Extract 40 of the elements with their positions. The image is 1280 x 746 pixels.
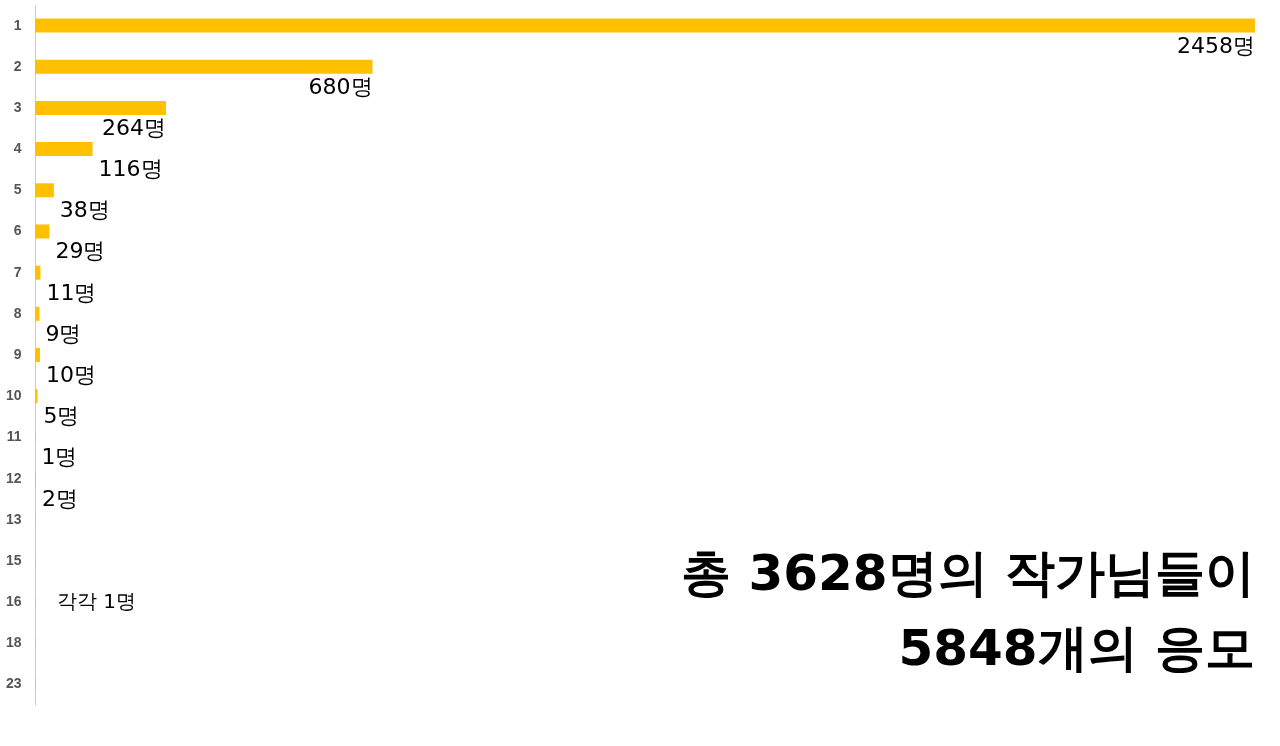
y-tick-label: 9 bbox=[13, 346, 22, 362]
data-label: 1명 bbox=[41, 444, 78, 470]
data-label: 2458명 bbox=[1177, 32, 1255, 58]
data-label: 10명 bbox=[45, 362, 96, 387]
bar bbox=[35, 183, 54, 198]
y-tick-label: 1 bbox=[13, 16, 22, 33]
y-tick-label: 7 bbox=[13, 263, 22, 280]
y-tick-label: 10 bbox=[5, 387, 22, 404]
data-label: 680명 bbox=[308, 73, 373, 99]
bar bbox=[35, 348, 40, 362]
bar bbox=[35, 59, 373, 74]
y-tick-label: 23 bbox=[5, 675, 22, 692]
y-tick-label: 15 bbox=[5, 551, 22, 568]
bar bbox=[35, 18, 1255, 33]
bar bbox=[35, 265, 41, 280]
data-label: 29명 bbox=[55, 238, 106, 264]
y-tick-label: 5 bbox=[13, 181, 22, 198]
y-tick-label: 11 bbox=[6, 428, 22, 445]
data-label: 2명 bbox=[41, 485, 78, 511]
y-tick-label: 18 bbox=[5, 634, 22, 651]
data-label: 264명 bbox=[102, 114, 167, 140]
bar bbox=[35, 100, 167, 115]
y-tick-label: 12 bbox=[5, 469, 22, 486]
y-tick-label: 3 bbox=[13, 98, 22, 115]
data-label: 38명 bbox=[59, 197, 110, 223]
y-tick-label: 13 bbox=[5, 510, 22, 527]
bar bbox=[35, 142, 93, 157]
bar bbox=[35, 224, 50, 239]
data-label: 11명 bbox=[46, 279, 97, 305]
y-tick-label: 2 bbox=[13, 57, 22, 74]
data-label: 9명 bbox=[45, 320, 82, 346]
y-tick-label: 4 bbox=[13, 140, 22, 157]
y-tick-label: 6 bbox=[13, 222, 22, 239]
annotation: 5848개의 응모 bbox=[898, 619, 1255, 677]
data-label: 5명 bbox=[43, 403, 80, 429]
annotation: 각각 1명 bbox=[57, 589, 137, 614]
data-label: 116명 bbox=[98, 156, 163, 182]
annotation: 총 3628명의 작가님들이 bbox=[681, 544, 1255, 602]
y-tick-label: 8 bbox=[13, 304, 22, 321]
y-tick-label: 16 bbox=[5, 593, 22, 610]
